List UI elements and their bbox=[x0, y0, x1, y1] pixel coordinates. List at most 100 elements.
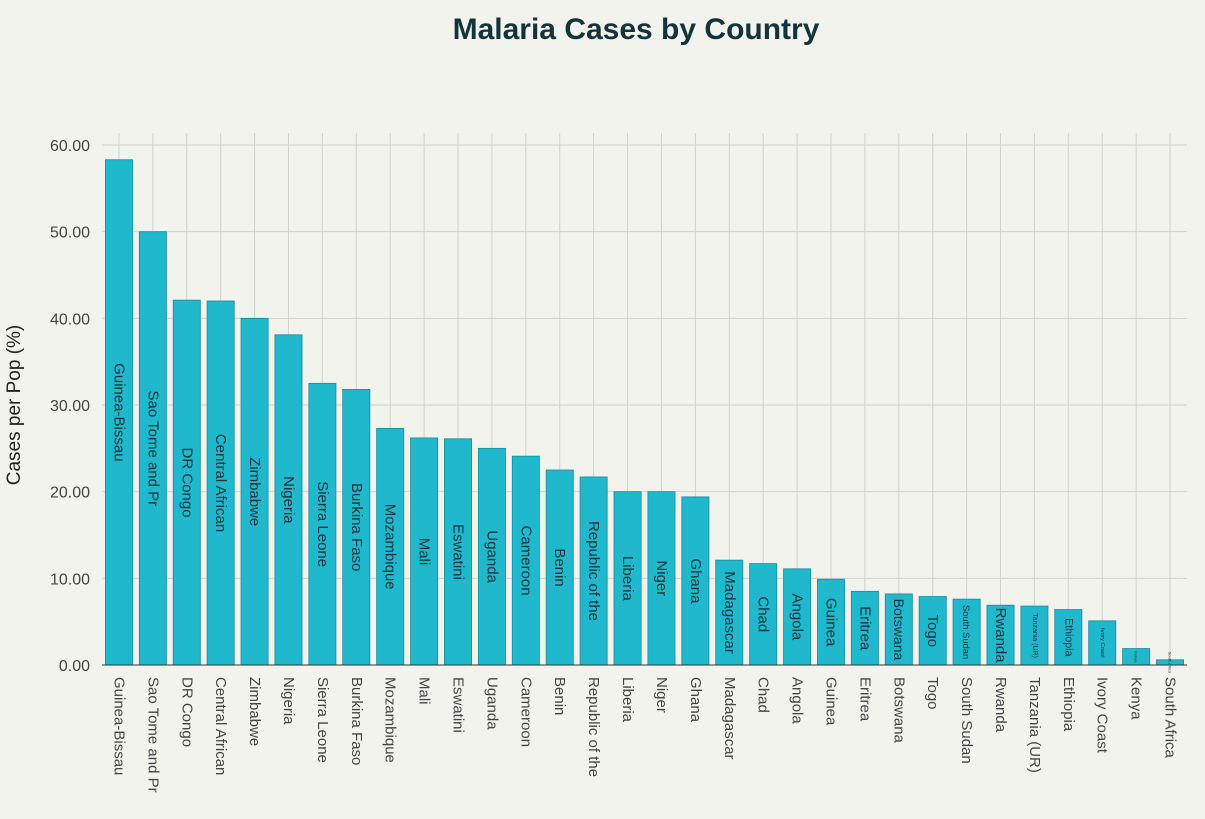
bar bbox=[986, 604, 1015, 666]
x-tick-label: South Sudan bbox=[958, 677, 975, 764]
x-tick-label: Central African bbox=[212, 677, 229, 775]
bar bbox=[817, 578, 845, 666]
bar-label: Sierra Leone bbox=[314, 481, 331, 567]
bar-label: Ethiopia bbox=[1062, 618, 1074, 656]
bar-label: Angola bbox=[789, 594, 806, 641]
bar-label: Guinea bbox=[822, 598, 839, 647]
bar-label: Botswana bbox=[891, 599, 907, 661]
bar-label: Rwanda bbox=[992, 608, 1009, 664]
x-tick-label: Guinea bbox=[822, 677, 839, 726]
x-tick-label: Sierra Leone bbox=[314, 677, 331, 763]
x-tick-label: Ghana bbox=[687, 677, 704, 723]
bar bbox=[308, 382, 337, 666]
x-tick-label: Ivory Coast bbox=[1094, 677, 1111, 754]
bar-label: Chad bbox=[755, 596, 772, 632]
bar bbox=[342, 388, 371, 666]
bar-label: Liberia bbox=[619, 556, 636, 602]
bars bbox=[104, 159, 1185, 666]
bar-label: Guinea-Bissau bbox=[110, 363, 127, 461]
bar-labels: Guinea-Bissau Sao Tome and Pr DR Congo Cent… bbox=[110, 363, 1172, 674]
x-tick-label: Niger bbox=[653, 677, 670, 713]
bar-label: Central African bbox=[212, 434, 229, 532]
x-tick-label: Botswana bbox=[890, 677, 907, 744]
bar bbox=[477, 447, 506, 666]
bar-label: DR Congo bbox=[178, 448, 195, 518]
bar bbox=[172, 299, 201, 666]
y-tick-label: 40.00 bbox=[50, 311, 90, 328]
bar-label: Burkina Faso bbox=[348, 483, 365, 571]
bar-label: Nigeria bbox=[280, 476, 297, 524]
bar-label: Kenya bbox=[1134, 651, 1139, 663]
bar bbox=[749, 563, 778, 666]
x-axis-ticks: Guinea-Bissau Sao Tome and Pr DR Congo Cent… bbox=[110, 677, 1178, 793]
bar bbox=[104, 159, 133, 666]
chart-title: Malaria Cases by Country bbox=[453, 13, 820, 46]
bar bbox=[613, 491, 642, 666]
bar bbox=[444, 438, 472, 666]
x-tick-label: Republic of the bbox=[585, 677, 602, 777]
bar-label: Mozambique bbox=[382, 504, 399, 590]
bar bbox=[647, 491, 676, 666]
x-tick-label: Ethiopia bbox=[1060, 677, 1077, 732]
bar-label: Republic of the bbox=[585, 521, 602, 621]
y-tick-label: 30.00 bbox=[50, 398, 90, 415]
x-tick-label: Guinea-Bissau bbox=[110, 677, 127, 775]
y-tick-label: 0.00 bbox=[59, 658, 90, 675]
x-tick-label: Cameroon bbox=[517, 677, 534, 747]
bar-label: South Sudan bbox=[961, 605, 972, 659]
x-tick-label: Eritrea bbox=[856, 677, 873, 722]
y-axis-ticks: 0.00 10.00 20.00 30.00 40.00 50.00 60.00 bbox=[50, 138, 90, 675]
x-tick-label: Eswatini bbox=[450, 677, 467, 733]
x-tick-label: Mozambique bbox=[382, 677, 399, 763]
bar-label: Cameroon bbox=[517, 526, 534, 596]
bar bbox=[884, 593, 913, 666]
x-tick-label: Chad bbox=[755, 677, 772, 713]
bar-label: Mali bbox=[416, 538, 433, 566]
bar bbox=[1088, 620, 1117, 666]
bar bbox=[1020, 605, 1049, 666]
bar-label: Uganda bbox=[483, 530, 500, 583]
bar bbox=[545, 469, 574, 666]
bar-label: Niger bbox=[653, 560, 670, 596]
x-tick-label: South Africa bbox=[1162, 677, 1179, 759]
bar-label: Ghana bbox=[687, 558, 704, 604]
bar-label: Tanzania (UR) bbox=[1031, 613, 1038, 658]
x-tick-label: Tanzania (UR) bbox=[1026, 677, 1043, 773]
x-tick-label: Angola bbox=[789, 677, 806, 724]
bar bbox=[511, 455, 540, 666]
x-tick-label: Togo bbox=[924, 677, 941, 710]
bar-label: Ivory Coast bbox=[1099, 628, 1105, 658]
bar-label: South Africa bbox=[1168, 652, 1173, 674]
bar-label: Zimbabwe bbox=[246, 457, 263, 526]
y-axis-title: Cases per Pop (%) bbox=[4, 325, 25, 486]
x-tick-label: Sao Tome and Pr bbox=[144, 677, 161, 793]
bar bbox=[138, 231, 167, 666]
bar bbox=[376, 427, 405, 666]
bar bbox=[783, 568, 812, 666]
x-tick-label: Kenya bbox=[1128, 677, 1145, 720]
bar-label: Madagascar bbox=[721, 571, 738, 654]
bar bbox=[681, 496, 710, 666]
x-tick-label: Benin bbox=[551, 677, 568, 715]
x-tick-label: Mali bbox=[416, 677, 433, 705]
x-tick-label: Zimbabwe bbox=[246, 677, 263, 746]
bar-label: Eritrea bbox=[856, 606, 873, 651]
y-tick-label: 60.00 bbox=[50, 138, 90, 155]
bar bbox=[715, 559, 744, 666]
x-tick-label: Madagascar bbox=[721, 677, 738, 760]
y-tick-label: 50.00 bbox=[50, 225, 90, 242]
y-tick-label: 10.00 bbox=[50, 571, 90, 588]
x-tick-label: Uganda bbox=[483, 677, 500, 730]
bar-label: Benin bbox=[551, 548, 568, 586]
bar-label: Togo bbox=[924, 615, 941, 648]
x-tick-label: Rwanda bbox=[992, 677, 1009, 733]
bar-label: Sao Tome and Pr bbox=[144, 391, 161, 507]
bar bbox=[410, 437, 439, 666]
x-tick-label: Burkina Faso bbox=[348, 677, 365, 765]
bar bbox=[579, 476, 608, 666]
bar-label: Eswatini bbox=[450, 524, 467, 580]
x-tick-label: Liberia bbox=[619, 677, 636, 723]
y-tick-label: 20.00 bbox=[50, 485, 90, 502]
x-tick-label: Nigeria bbox=[280, 677, 297, 725]
